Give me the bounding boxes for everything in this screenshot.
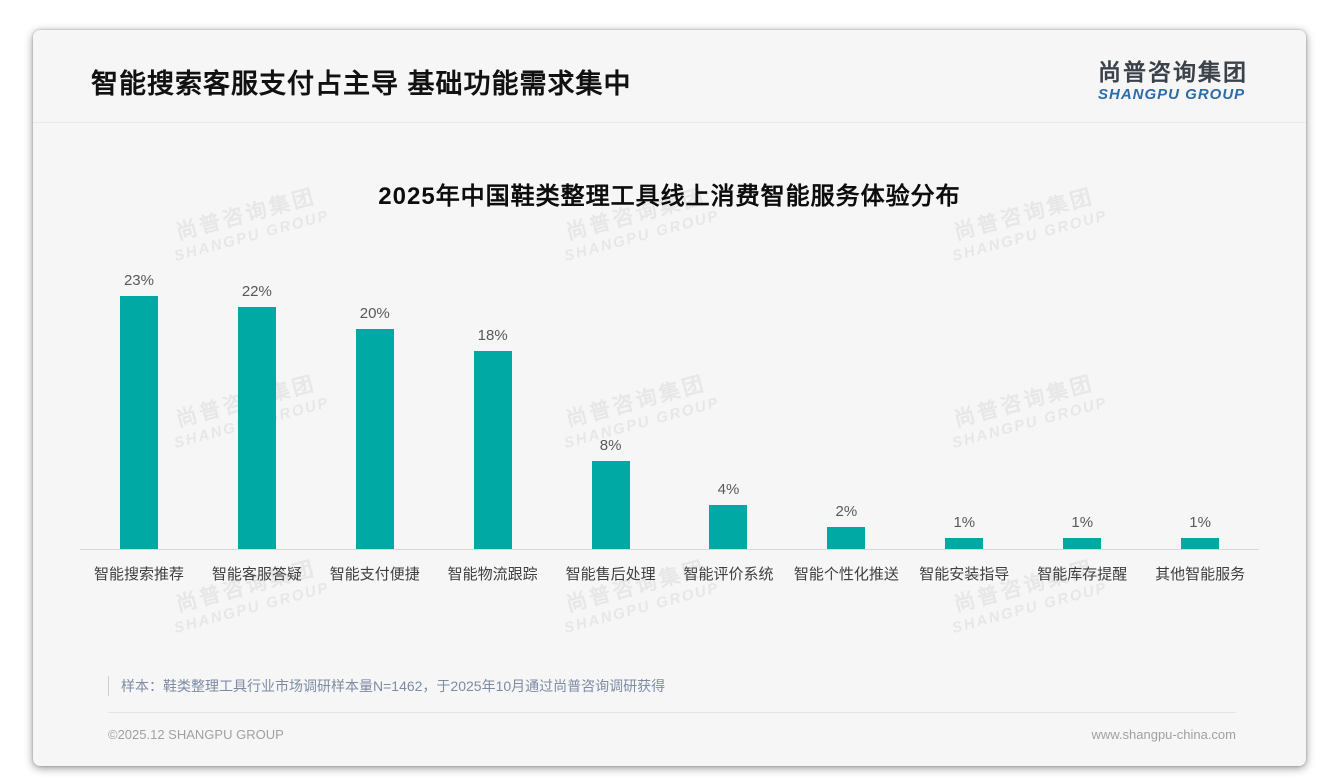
bar-value-label: 20%: [359, 305, 390, 322]
bar-value-label: 1%: [1071, 514, 1094, 531]
bar-value-label: 22%: [241, 283, 272, 300]
x-axis-label: 智能售后处理: [565, 566, 656, 583]
bar-column: 8%: [552, 437, 670, 549]
bar-column: 1%: [1023, 514, 1141, 549]
bar-value-label: 2%: [835, 503, 858, 520]
x-axis-labels: 智能搜索推荐 智能客服答疑 智能支付便捷 智能物流跟踪 智能售后处理 智能评价系统 智能个性…: [80, 550, 1259, 584]
copyright-text: ©2025.12 SHANGPU GROUP: [108, 727, 284, 742]
bar-column: 2%: [787, 503, 905, 549]
bar-value-label: 4%: [717, 481, 740, 498]
x-axis-label: 智能个性化推送: [793, 566, 899, 583]
bar: [119, 296, 158, 549]
bar: [1181, 538, 1220, 549]
x-axis-label: 智能评价系统: [683, 566, 774, 583]
bar-column: 4%: [670, 481, 788, 549]
bar-value-label: 1%: [1189, 514, 1211, 531]
bar-column: 18%: [434, 327, 552, 549]
bar-value-label: 1%: [953, 514, 976, 531]
company-logo: 尚普咨询集团 SHANGPU GROUP: [1098, 59, 1248, 103]
page-title: 智能搜索客服支付占主导 基础功能需求集中: [91, 68, 632, 99]
bar: [473, 351, 512, 549]
x-axis-label: 智能支付便捷: [329, 566, 420, 583]
logo-text-en: SHANGPU GROUP: [1098, 85, 1246, 103]
bar-chart: 23% 22% 20% 18% 8% 4% 2% 1% 1% 1%: [80, 211, 1259, 550]
x-axis-label: 其他智能服务: [1155, 566, 1246, 583]
sample-footnote: 样本：鞋类整理工具行业市场调研样本量N=1462，于2025年10月通过尚普咨询…: [108, 676, 1231, 696]
bar: [709, 505, 748, 549]
bar-column: 1%: [905, 514, 1023, 549]
report-card: 尚普咨询集团 SHANGPU GROUP 尚普咨询集团 SHANGPU GROUP 尚普…: [33, 30, 1306, 766]
website-url: www.shangpu-china.com: [1091, 727, 1236, 742]
footnote-row: 样本：鞋类整理工具行业市场调研样本量N=1462，于2025年10月通过尚普咨询…: [108, 676, 1231, 696]
bar-value-label: 8%: [599, 437, 622, 454]
x-axis-label: 智能搜索推荐: [93, 566, 184, 583]
bar: [945, 538, 984, 549]
logo-text-cn: 尚普咨询集团: [1098, 59, 1248, 86]
x-axis-label: 智能安装指导: [919, 566, 1010, 583]
bar: [827, 527, 866, 549]
bar-column: 23%: [80, 272, 198, 549]
bar: [355, 329, 394, 549]
bar-column: 20%: [316, 305, 434, 549]
x-axis-label: 智能客服答疑: [211, 566, 302, 583]
bar: [591, 461, 630, 549]
header: 智能搜索客服支付占主导 基础功能需求集中 尚普咨询集团 SHANGPU GROU…: [33, 30, 1306, 123]
bar: [237, 307, 276, 549]
bar-column: 1%: [1141, 514, 1259, 549]
bar-value-label: 23%: [123, 272, 154, 289]
bar-value-label: 18%: [477, 327, 508, 344]
x-axis-label: 智能物流跟踪: [447, 566, 538, 583]
bar-column: 22%: [198, 283, 316, 549]
chart-title: 2025年中国鞋类整理工具线上消费智能服务体验分布: [378, 183, 961, 210]
x-axis-label: 智能库存提醒: [1037, 566, 1128, 583]
footer-bar: ©2025.12 SHANGPU GROUP www.shangpu-china…: [108, 712, 1236, 742]
bar: [1063, 538, 1102, 549]
